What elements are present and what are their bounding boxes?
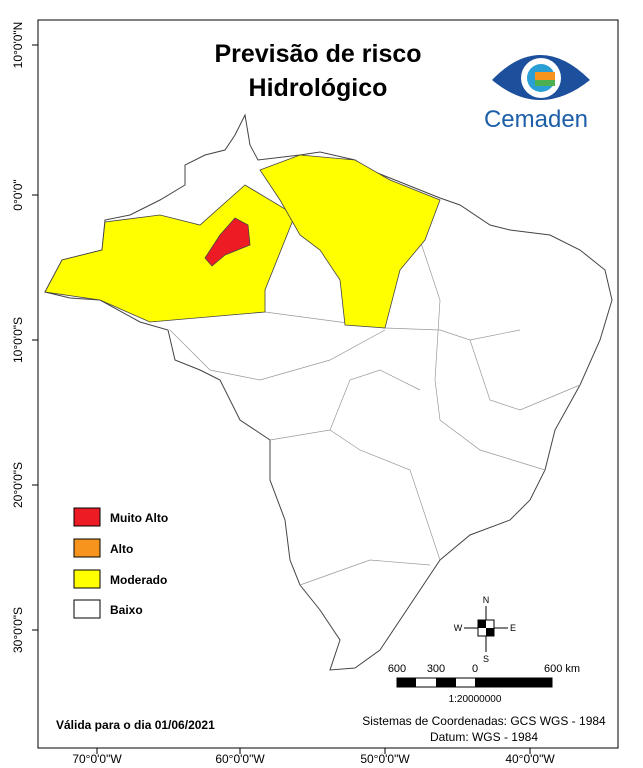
coord-system: Sistemas de Coordenadas: GCS WGS - 1984 (362, 714, 606, 728)
scale-ratio: 1:20000000 (449, 694, 502, 705)
scale-label: 0 (472, 663, 478, 675)
lon-labels: 70°0'0"W 60°0'0"W 50°0'0"W 40°0'0"W (72, 752, 555, 766)
legend-swatch (73, 507, 101, 527)
compass-w: W (454, 623, 463, 633)
lon-label: 60°0'0"W (215, 752, 265, 766)
lon-label: 50°0'0"W (360, 752, 410, 766)
lon-label: 70°0'0"W (72, 752, 122, 766)
title-line: Previsão de risco (214, 40, 421, 68)
legend-swatch (73, 569, 101, 589)
valid-date: Válida para o dia 01/06/2021 (56, 718, 215, 732)
boundaries (169, 239, 581, 586)
frame-ticks (32, 44, 531, 754)
lat-labels: 10°0'0"N 0°0'0" 10°0'0"S 20°0'0"S 30°0'0… (11, 22, 25, 653)
compass: N S W E (454, 595, 516, 664)
legend-swatch (73, 538, 101, 558)
scale-label: 600 (388, 663, 406, 675)
lat-label: 20°0'0"S (11, 462, 25, 508)
legend-swatch (73, 599, 101, 619)
region-very-high (204, 217, 251, 267)
datum: Datum: WGS - 1984 (430, 730, 538, 744)
scale-label: 600 km (544, 663, 580, 675)
lat-label: 0°0'0" (11, 179, 25, 210)
compass-e: E (510, 623, 516, 633)
region-moderate (44, 184, 296, 323)
legend-label: Moderado (110, 573, 167, 587)
legend-label: Alto (110, 542, 133, 556)
region-moderate (259, 154, 441, 329)
lat-label: 10°0'0"S (11, 317, 25, 363)
legend: Muito Alto Alto Moderado Baixo (73, 507, 168, 619)
compass-n: N (483, 595, 490, 605)
scale-bar: 600 300 0 600 km 1:20000000 (388, 663, 580, 705)
lat-label: 10°0'0"N (11, 22, 25, 69)
logo-icon (492, 55, 590, 100)
title-line: Hidrológico (249, 74, 388, 102)
logo-text: Cemaden (484, 106, 588, 133)
scale-label: 300 (427, 663, 445, 675)
lat-label: 30°0'0"S (11, 607, 25, 653)
legend-label: Muito Alto (110, 511, 168, 525)
legend-label: Baixo (110, 603, 143, 617)
lon-label: 40°0'0"W (505, 752, 555, 766)
compass-s: S (483, 654, 489, 664)
